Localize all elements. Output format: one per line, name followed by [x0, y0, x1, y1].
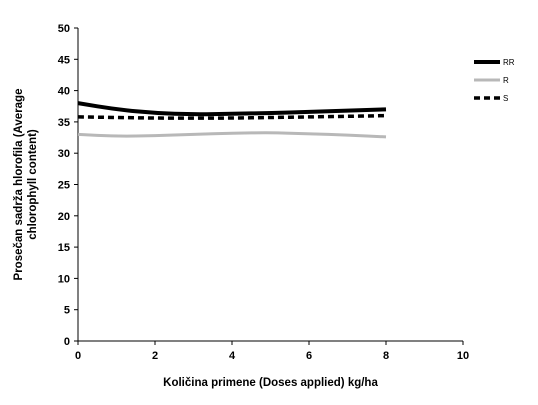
legend-label-rr: RR [503, 58, 515, 67]
y-axis-title-line1: Prosečan sadržа hlorofila (Average [13, 89, 25, 281]
y-tick-label: 35 [58, 117, 70, 129]
x-tick-label: 4 [229, 350, 236, 362]
x-tick-label: 2 [152, 350, 158, 362]
y-tick-label: 0 [64, 336, 70, 348]
series-layer [77, 101, 387, 139]
y-tick-label: 25 [58, 180, 70, 192]
y-tick-label: 30 [58, 148, 70, 160]
y-tick-label: 45 [58, 54, 70, 66]
series-line-rr [77, 101, 387, 117]
y-tick-label: 5 [64, 305, 70, 317]
x-tick-label: 10 [457, 350, 469, 362]
legend-label-r: R [503, 76, 509, 85]
x-axis-title: Količina primene (Doses applied) kg/ha [163, 377, 378, 389]
axes: 0 5 10 15 20 25 30 35 40 45 50 0 2 4 6 8 10 [58, 23, 469, 362]
x-tick-label: 0 [75, 350, 81, 362]
y-tick-label: 50 [58, 23, 70, 35]
y-tick-label: 40 [58, 86, 70, 98]
x-tick-label: 8 [383, 350, 389, 362]
y-axis-title-line2: chlorophyll content) [27, 129, 39, 240]
y-tick-label: 15 [58, 242, 70, 254]
series-line-s [77, 113, 387, 120]
y-tick-label: 10 [58, 273, 70, 285]
y-tick-label: 20 [58, 211, 70, 223]
x-tick-label: 6 [306, 350, 312, 362]
series-line-r [77, 131, 387, 139]
legend-label-s: S [503, 94, 508, 103]
